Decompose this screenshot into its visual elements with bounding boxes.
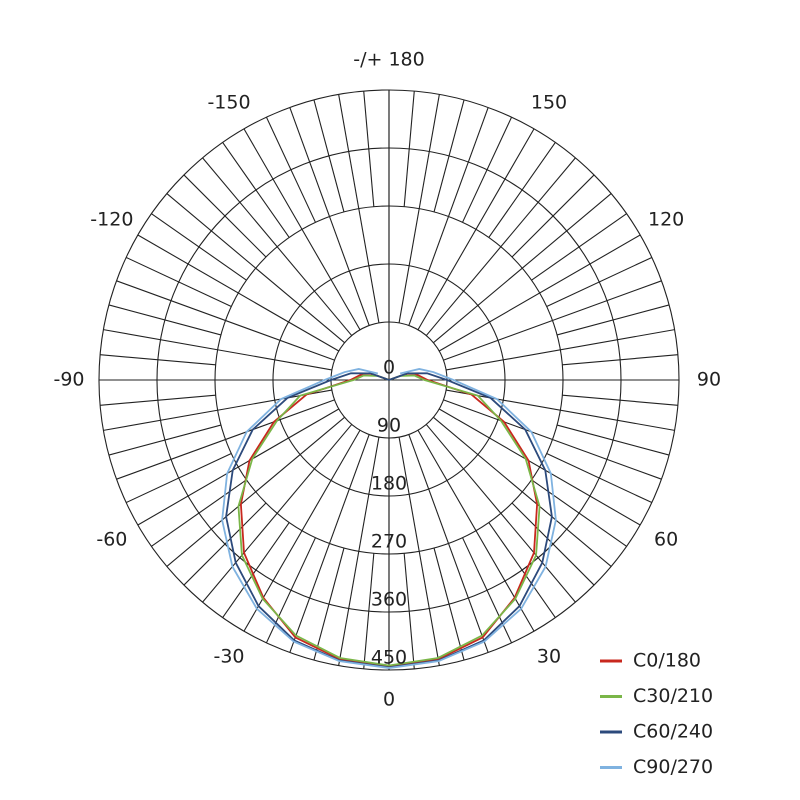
theta-tick-label: -150 xyxy=(207,91,250,113)
theta-tick-label: -60 xyxy=(96,529,127,551)
r-tick-label: 360 xyxy=(371,589,407,611)
grid-ring xyxy=(98,89,680,671)
grid-ring xyxy=(272,263,506,497)
theta-tick-label: -120 xyxy=(90,209,133,231)
legend-label: C90/270 xyxy=(633,756,713,778)
theta-tick-label: -90 xyxy=(53,369,84,391)
theta-tick-label: 90 xyxy=(697,369,721,391)
theta-tick-label: 120 xyxy=(648,209,684,231)
r-tick-label: 90 xyxy=(377,415,401,437)
theta-tick-label: 30 xyxy=(537,646,561,668)
r-tick-label: 180 xyxy=(371,473,407,495)
legend-label: C60/240 xyxy=(633,721,713,743)
r-tick-label: 0 xyxy=(383,357,395,379)
intensity-curve xyxy=(237,374,541,667)
grid-ring xyxy=(156,147,622,613)
r-tick-label: 450 xyxy=(371,647,407,669)
intensity-curve xyxy=(221,368,557,669)
theta-tick-label: 150 xyxy=(531,91,567,113)
legend-label: C30/210 xyxy=(633,685,713,707)
legend-label: C0/180 xyxy=(633,650,701,672)
theta-tick-label: -30 xyxy=(213,646,244,668)
r-tick-label: 270 xyxy=(371,531,407,553)
grid-ring xyxy=(214,205,564,555)
theta-tick-label: 60 xyxy=(654,529,678,551)
theta-tick-label: 0 xyxy=(383,689,395,711)
theta-tick-label: -/+ 180 xyxy=(353,49,424,71)
